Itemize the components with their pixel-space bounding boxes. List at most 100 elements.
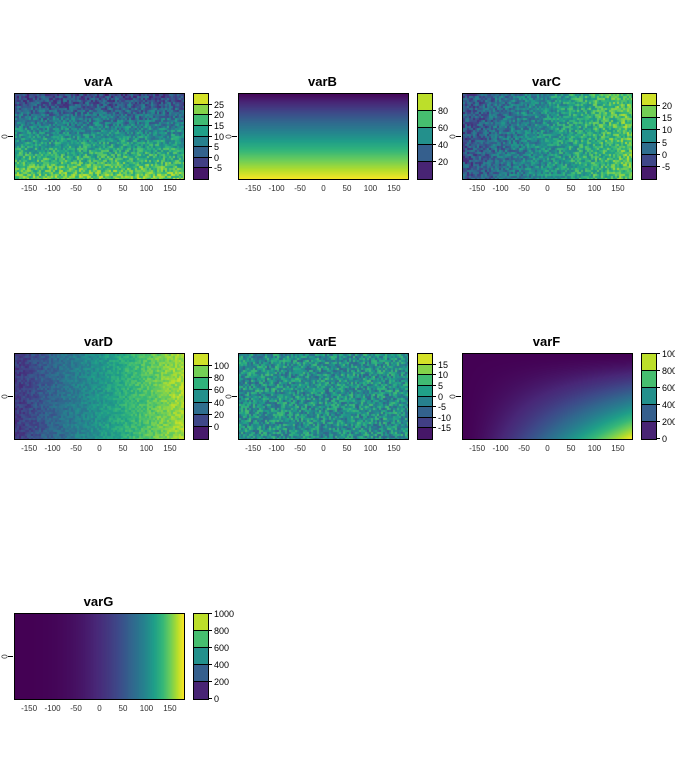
colorbar-tick-line: [642, 142, 656, 143]
x-axis-tick-label: -50: [518, 184, 530, 193]
colorbar-block: [418, 396, 432, 408]
colorbar-tick-label: 20: [214, 410, 225, 420]
colorbar-tick-label: 400: [214, 660, 230, 670]
colorbar-tick-line: [194, 167, 208, 168]
panel-title: varD: [84, 334, 113, 349]
y-axis-tick-label: 0: [0, 394, 10, 399]
colorbar-tick-label: -5: [214, 163, 223, 173]
colorbar-block: [194, 147, 208, 158]
colorbar-tick-line: [194, 125, 208, 126]
colorbar-tick-label: 40: [214, 398, 225, 408]
colorbar-block: [194, 378, 208, 391]
colorbar-block: [642, 106, 656, 119]
colorbar-tick: [209, 125, 212, 126]
colorbar-tick-label: 800: [662, 366, 675, 376]
x-axis-tick-label: -100: [44, 184, 61, 193]
x-axis-tick-label: 100: [587, 444, 602, 453]
colorbar-tick-label: 600: [662, 383, 675, 393]
colorbar-tick-line: [194, 414, 208, 415]
colorbar-tick-line: [194, 426, 208, 427]
colorbar-block: [642, 422, 656, 439]
y-axis-tick-label: 0: [0, 654, 10, 659]
x-axis-tick-label: -150: [21, 184, 38, 193]
heatmap-panel: varD 0 -150 -100 -50 0 50 100 150 100 80 60 40 20 0: [1, 334, 230, 453]
panel-title: varB: [308, 74, 337, 89]
y-axis-tick-label: 0: [0, 134, 10, 139]
colorbar-tick: [657, 353, 660, 354]
colorbar-tick: [209, 146, 212, 147]
colorbar-tick-label: 0: [438, 392, 444, 402]
colorbar-tick-line: [642, 387, 656, 388]
x-axis-tick-label: -100: [44, 704, 61, 713]
y-axis-tick: [232, 396, 237, 397]
colorbar-tick: [209, 114, 212, 115]
colorbar-tick-label: -15: [438, 423, 452, 433]
colorbar-block: [642, 166, 656, 179]
colorbar-block: [418, 364, 432, 376]
colorbar-tick-line: [194, 664, 208, 665]
x-axis-tick-label: -50: [294, 184, 306, 193]
colorbar-tick-label: 10: [438, 370, 449, 380]
colorbar-tick-label: -5: [438, 402, 447, 412]
panel-title: varC: [532, 74, 561, 89]
colorbar-tick-label: 20: [438, 157, 449, 167]
x-axis-tick-label: -50: [70, 184, 82, 193]
colorbar-block: [194, 682, 208, 699]
colorbar-tick-line: [418, 396, 432, 397]
colorbar-block: [194, 631, 208, 648]
colorbar-block: [642, 154, 656, 167]
colorbar-block: [194, 94, 208, 105]
heatmap-panel: varA 0 -150 -100 -50 0 50 100 150 25 20 15 10 5 0 -5: [1, 74, 225, 193]
y-axis-tick: [8, 656, 13, 657]
x-axis-tick-label: -100: [268, 184, 285, 193]
colorbar-tick-line: [418, 161, 432, 162]
colorbar-block: [642, 130, 656, 143]
panel-title: varE: [308, 334, 337, 349]
colorbar-tick: [209, 365, 212, 366]
x-axis-tick-label: -150: [21, 444, 38, 453]
colorbar-block: [194, 157, 208, 169]
x-axis-tick-label: -150: [245, 444, 262, 453]
heatmap-panel: varF 0 -150 -100 -50 0 50 100 150 1000 800 600 400…: [449, 334, 675, 453]
colorbar-tick-line: [642, 154, 656, 155]
colorbar-tick: [209, 167, 212, 168]
heatmap-raster: [14, 353, 185, 440]
colorbar-block: [194, 426, 208, 439]
y-axis-tick: [456, 136, 461, 137]
colorbar-block: [642, 371, 656, 388]
colorbar-tick-line: [194, 136, 208, 137]
colorbar-tick-line: [418, 127, 432, 128]
y-axis-tick-label: 0: [448, 394, 458, 399]
colorbar-tick-label: 5: [214, 142, 220, 152]
x-axis-tick-label: 50: [566, 184, 576, 193]
colorbar-tick: [657, 105, 660, 106]
colorbar-tick-label: 0: [662, 434, 668, 444]
panel-title: varF: [532, 334, 561, 349]
colorbar-tick: [209, 698, 212, 699]
colorbar-tick-label: 1000: [662, 349, 675, 359]
colorbar-tick-label: 1000: [214, 609, 235, 619]
x-axis-tick-label: 50: [342, 184, 352, 193]
colorbar-tick: [209, 136, 212, 137]
heatmap-raster: [238, 93, 409, 180]
panel-title: varA: [84, 74, 113, 89]
colorbar-tick: [433, 144, 436, 145]
colorbar-tick: [657, 421, 660, 422]
colorbar-tick-label: 60: [214, 385, 225, 395]
colorbar-tick: [433, 364, 436, 365]
colorbar-tick-line: [418, 374, 432, 375]
colorbar-tick-label: 10: [214, 132, 225, 142]
colorbar-tick: [433, 110, 436, 111]
colorbar-tick-line: [194, 146, 208, 147]
colorbar-block: [418, 94, 432, 111]
colorbar-tick: [657, 154, 660, 155]
colorbar-tick: [657, 142, 660, 143]
x-axis-tick-label: -100: [44, 444, 61, 453]
colorbar-block: [418, 354, 432, 365]
colorbar-tick: [209, 426, 212, 427]
colorbar-tick-label: 15: [438, 360, 449, 370]
heatmap-raster: [462, 93, 633, 180]
heatmap-raster: [14, 613, 185, 700]
x-axis-tick-label: -150: [469, 184, 486, 193]
colorbar-tick-line: [642, 117, 656, 118]
